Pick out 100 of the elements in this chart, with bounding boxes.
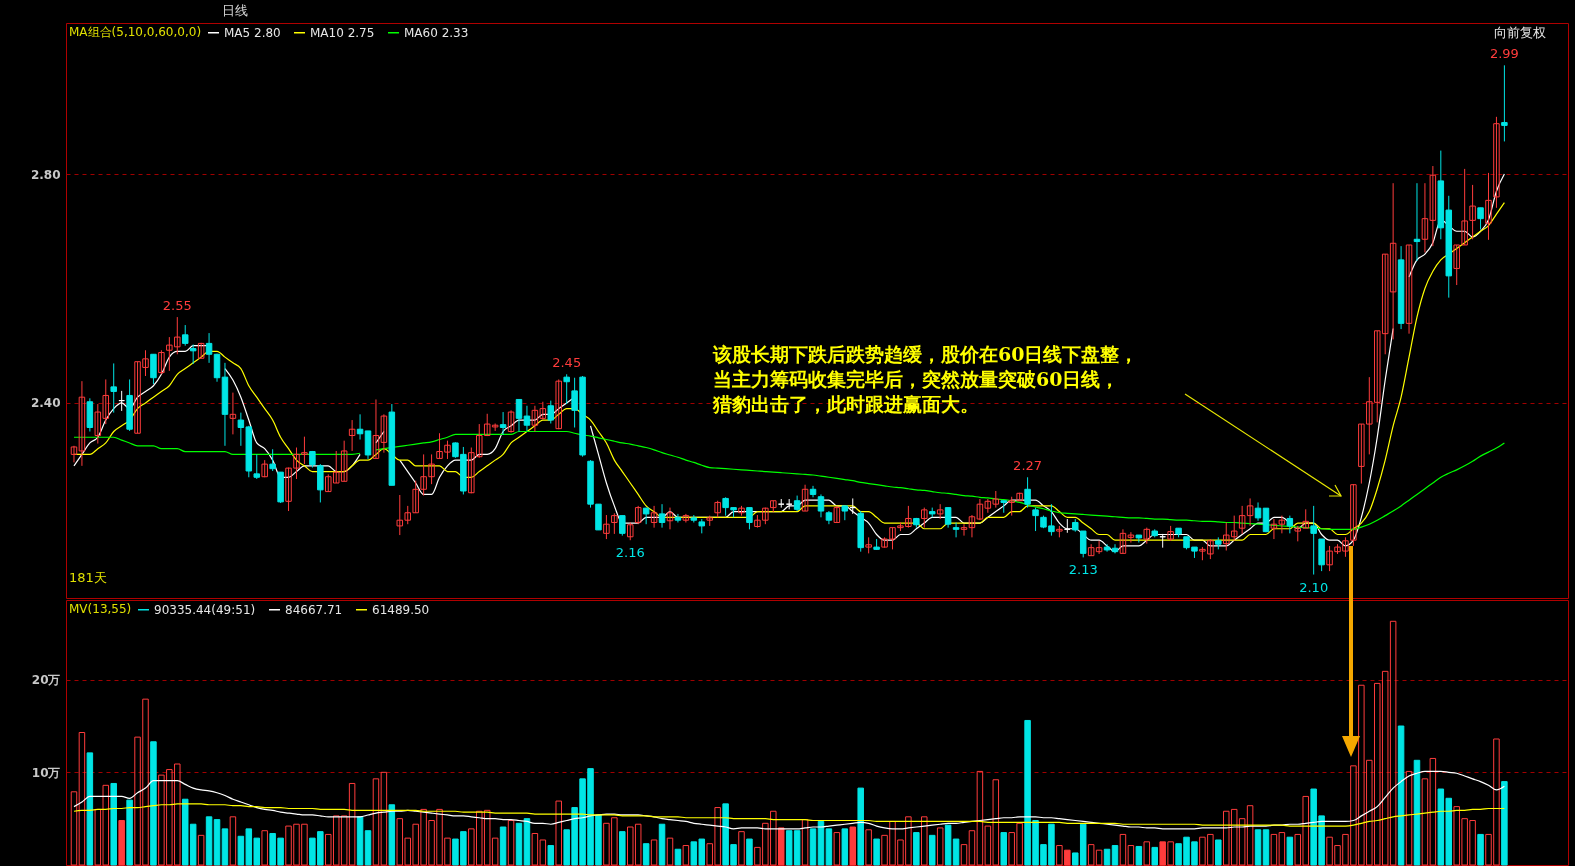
candlestick: [944, 507, 952, 529]
bar: [499, 826, 507, 866]
candlestick: [213, 353, 221, 383]
bar: [507, 820, 515, 866]
candlestick: [611, 512, 618, 535]
bar: [213, 819, 221, 866]
bar: [205, 816, 213, 866]
bar: [523, 818, 531, 866]
bar: [928, 834, 936, 866]
bar: [356, 816, 364, 866]
annotation: 猎豹出击了，此时跟进赢面大。: [713, 393, 979, 416]
bar: [1477, 833, 1484, 866]
text: 2.45: [552, 355, 582, 371]
y-tick-label: 2.40: [30, 396, 61, 411]
candlestick: [348, 419, 356, 452]
bar: [809, 828, 817, 866]
candlestick: [229, 392, 237, 435]
bar: [1262, 829, 1270, 866]
bar: [746, 838, 753, 866]
candlestick: [150, 353, 157, 385]
bar: [1000, 832, 1007, 866]
candlestick: [650, 505, 658, 529]
annotation: 向前复权: [1494, 25, 1546, 41]
legend-label: MA60 2.33: [404, 25, 469, 40]
candlestick: [746, 507, 753, 530]
candlestick: [563, 373, 570, 405]
candlestick: [523, 405, 531, 432]
text: 日线: [222, 3, 248, 19]
legend-label: 84667.71: [285, 602, 343, 617]
candlestick: [507, 409, 515, 434]
candlestick: [833, 505, 841, 523]
y-tick-label: 2.80: [30, 167, 61, 182]
bar: [78, 732, 86, 866]
bar: [857, 787, 864, 866]
candlestick: [189, 344, 197, 365]
candlestick: [960, 523, 968, 537]
bar: [873, 838, 880, 866]
bar: [642, 843, 650, 866]
bar: [110, 782, 117, 866]
bar: [619, 831, 626, 866]
bar: [150, 741, 157, 866]
y-tick-label: 20万: [31, 673, 61, 688]
candlestick: [952, 521, 960, 538]
bar: [825, 828, 833, 866]
legend-label: MA10 2.75: [310, 25, 375, 40]
bar: [666, 837, 674, 866]
line-series: [73, 803, 1505, 827]
candlestick: [1413, 182, 1421, 262]
bar: [380, 771, 388, 866]
bar: [515, 822, 523, 866]
legend-title: MV(13,55): [69, 602, 132, 616]
candlestick: [634, 505, 642, 525]
bar: [1405, 770, 1413, 866]
y-tick-label: 10万: [31, 765, 61, 780]
candlestick: [666, 507, 674, 530]
bar: [1111, 845, 1119, 866]
bar: [1286, 836, 1294, 866]
legend-title: MA组合(5,10,0,60,0,0): [69, 25, 202, 39]
bar: [738, 831, 745, 866]
candlestick: [1024, 476, 1031, 509]
bar: [674, 848, 682, 866]
candlestick: [1262, 507, 1270, 533]
candlestick: [817, 493, 825, 518]
bar: [126, 799, 133, 866]
bar: [221, 828, 229, 866]
text: 2.16: [615, 545, 645, 561]
candlestick: [1405, 244, 1413, 335]
text: 2.99: [1489, 46, 1519, 62]
bar: [682, 845, 690, 866]
candlestick: [1310, 505, 1317, 576]
candlestick: [619, 515, 626, 537]
bar: [1103, 848, 1111, 866]
annotation: 该股长期下跌后跌势趋缓，股价在60日线下盘整，: [713, 343, 1139, 366]
text: 2.27: [1013, 458, 1043, 474]
line-series: [73, 770, 1505, 830]
bar: [801, 819, 809, 866]
text: 2.55: [162, 298, 192, 314]
candlestick: [499, 411, 507, 436]
candlestick: [1485, 172, 1492, 241]
bar: [841, 828, 849, 866]
bar: [70, 791, 78, 866]
candlestick: [181, 324, 189, 347]
bar: [388, 804, 396, 866]
bar: [555, 800, 562, 866]
candlestick: [921, 507, 928, 529]
candlestick: [78, 380, 86, 467]
bar: [547, 845, 555, 866]
bar: [960, 844, 968, 866]
bar: [1413, 759, 1421, 866]
bar: [936, 827, 944, 866]
candlestick: [770, 500, 777, 513]
candlestick: [1032, 507, 1039, 532]
text: 2.10: [1299, 579, 1329, 595]
candlestick: [809, 485, 817, 498]
candlestick: [269, 448, 276, 472]
bar: [118, 820, 125, 866]
annotation: 当主力筹码收集完毕后，突然放量突破60日线，: [713, 368, 1120, 391]
candlestick: [1501, 64, 1508, 142]
bar: [229, 816, 237, 866]
candlestick: [968, 514, 976, 538]
